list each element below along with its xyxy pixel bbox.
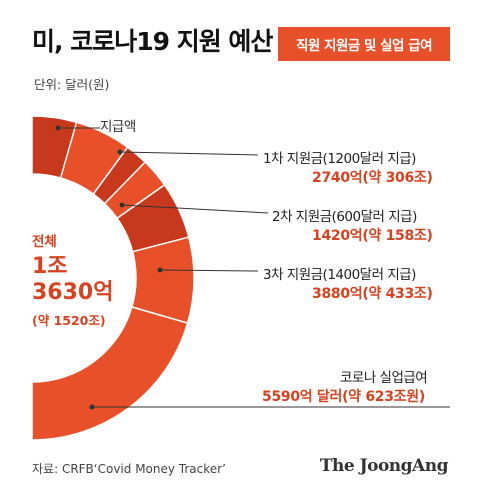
- center-total-sub: (약 1520조): [32, 313, 106, 328]
- slice-4: [31, 306, 189, 441]
- label-s2-name: 2차 지원금(600달러 지급): [272, 209, 417, 225]
- center-total-value-2: 3630억: [32, 280, 114, 305]
- leader-s3-dot: [157, 267, 163, 273]
- label-s2-value: 1420억(약 158조): [312, 228, 433, 244]
- label-s1-name: 1차 지원금(1200달러 지급): [263, 151, 416, 167]
- center-total-label: 전체: [32, 234, 57, 250]
- label-s3-name: 3차 지원금(1400달러 지급): [263, 267, 416, 283]
- leader-s1-dot: [117, 149, 123, 155]
- sub-slice-3: [116, 183, 190, 253]
- center-total: 전체 1조 3630억 (약 1520조): [32, 230, 113, 329]
- topic-badge: 직원 지원금 및 실업 급여: [278, 27, 450, 61]
- unit-label: 단위: 달러(원): [34, 77, 110, 92]
- leader-inner-dot: [55, 125, 61, 131]
- label-s4-value: 5590억 달러(약 623조원): [262, 389, 425, 405]
- label-s1-value: 2740억(약 306조): [312, 170, 433, 186]
- inner-ring-label: 지급액: [100, 119, 136, 135]
- leader-s4-dot: [89, 404, 95, 410]
- source-note: 자료: CRFB‘Covid Money Tracker’: [32, 462, 226, 476]
- leader-s1: [119, 151, 259, 156]
- page-title: 미, 코로나19 지원 예산: [32, 27, 273, 56]
- leader-s3: [159, 269, 259, 272]
- label-s3-value: 3880억(약 433조): [312, 286, 433, 302]
- leader-s2: [121, 204, 269, 214]
- leader-s2-dot: [119, 202, 125, 208]
- label-s4-name: 코로나 실업급여: [340, 370, 428, 386]
- brand-logo: The JoongAng: [319, 456, 449, 476]
- center-total-value-1: 1조: [32, 254, 68, 279]
- sub-slice-1: [31, 115, 78, 179]
